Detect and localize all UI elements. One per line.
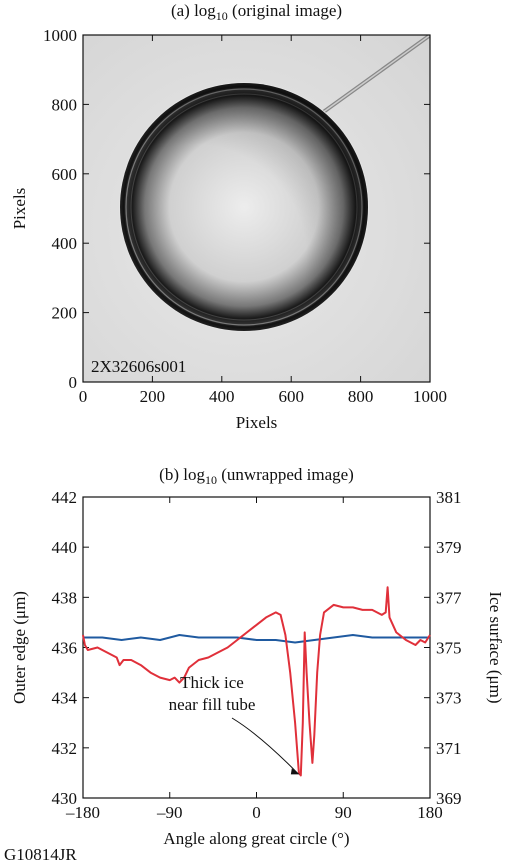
x-axis-label: Pixels [236,413,278,432]
x-tick-label: 400 [209,387,235,406]
data-line [82,586,431,777]
y2-tick-label: 369 [436,789,462,808]
axes-frame [82,496,431,799]
panel-title: (b) log10 (unwrapped image) [159,465,354,487]
title-part: 10 [205,473,217,487]
y-tick-label: 200 [52,304,78,323]
y-tick-label: 1000 [43,26,77,45]
figure-id: G10814JR [4,845,77,864]
panel-title: (a) log10 (original image) [171,1,342,23]
image-id: 2X32606s001 [91,357,186,376]
y2-tick-label: 371 [436,739,462,758]
y2-tick-label: 379 [436,538,462,557]
micrograph [83,35,430,382]
title-part: (b) log [159,465,205,484]
y-axis-label: Outer edge (μm) [10,591,29,704]
y2-tick-label: 377 [436,588,462,607]
x-tick-label: 0 [252,803,261,822]
x-tick-label: 600 [278,387,304,406]
annotation-arrow [231,717,299,774]
title-part: (unwrapped image) [217,465,354,484]
y-tick-label: 430 [52,789,78,808]
y-tick-label: 436 [52,639,78,658]
data-line [83,634,430,644]
y-tick-label: 440 [52,538,78,557]
y-tick-label: 434 [52,689,78,708]
y-axis-label: Pixels [10,188,29,230]
title-part: (a) log [171,1,216,20]
y-tick-label: 600 [52,165,78,184]
y2-tick-label: 373 [436,689,462,708]
y-tick-label: 400 [52,234,78,253]
x-tick-label: 0 [79,387,88,406]
x-tick-label: 1000 [413,387,447,406]
y-tick-label: 432 [52,739,78,758]
title-part: (original image) [228,1,342,20]
x-tick-label: 180 [417,803,443,822]
y-tick-label: 438 [52,588,78,607]
annotation: Thick ice [180,673,244,692]
y-tick-label: 0 [69,373,78,392]
title-part: 10 [216,9,228,23]
arrow-head [290,768,300,775]
x-tick-label: 90 [335,803,352,822]
y2-axis-label: Ice surface (μm) [486,592,505,704]
x-tick-label: –90 [156,803,183,822]
y2-tick-label: 381 [436,488,462,507]
x-axis-label: Angle along great circle (°) [163,829,349,848]
annotation: near fill tube [169,695,256,714]
y2-tick-label: 375 [436,639,462,658]
y-tick-label: 442 [52,488,78,507]
axes-frame [82,34,431,383]
y-tick-label: 800 [52,95,78,114]
x-tick-label: –180 [65,803,100,822]
x-tick-label: 800 [348,387,374,406]
x-tick-label: 200 [140,387,166,406]
